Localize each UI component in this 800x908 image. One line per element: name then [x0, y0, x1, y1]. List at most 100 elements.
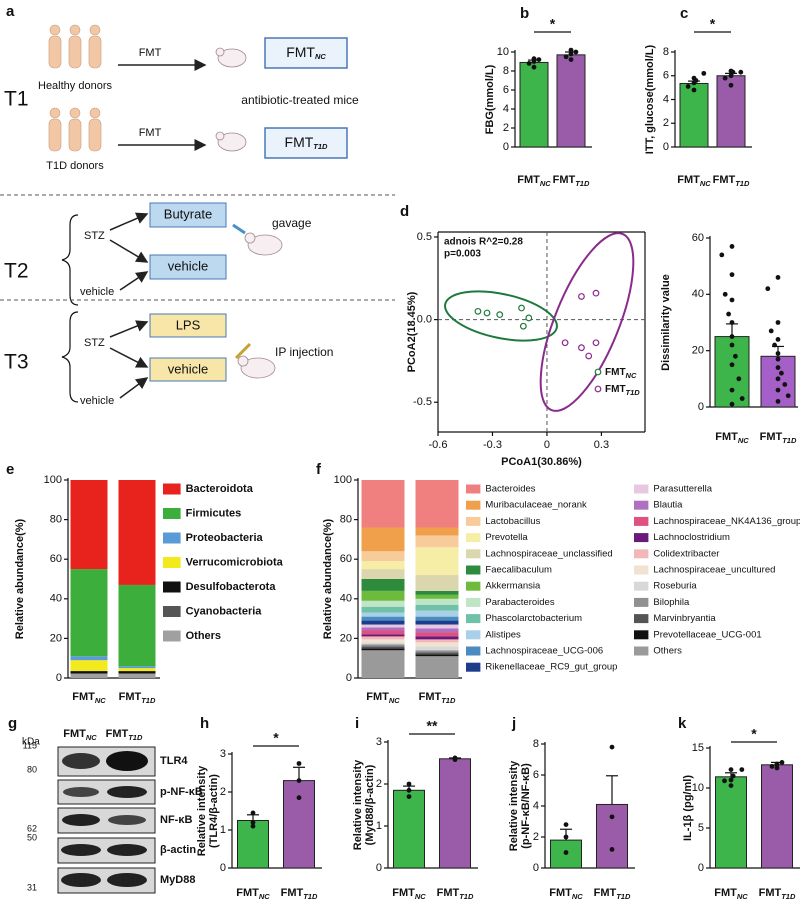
- y-tick-label: 2: [663, 117, 669, 129]
- legend-label: Phascolarctobacterium: [485, 613, 582, 624]
- row-label: T2: [4, 260, 29, 283]
- panel-letter: b: [520, 5, 529, 22]
- y-tick-label: 0: [346, 672, 352, 684]
- lane-label: FMTT1D: [106, 728, 143, 743]
- x-tick-label: 0: [544, 439, 550, 451]
- x-tick-label: FMTT1D: [594, 887, 631, 902]
- panel-letter: j: [511, 715, 516, 732]
- lane-name: FMT: [63, 728, 86, 740]
- input-label: vehicle: [80, 395, 114, 407]
- legend-label: Others: [186, 630, 221, 642]
- legend-swatch: [466, 662, 481, 672]
- y-tick-label: 8: [663, 46, 669, 58]
- data-point: [563, 54, 569, 60]
- legend-swatch: [466, 565, 481, 575]
- legend-label: Akkermansia: [485, 581, 541, 592]
- annotation: adnois R^2=0.28: [444, 237, 523, 248]
- arrow: [109, 320, 149, 338]
- legend-swatch: [466, 614, 481, 624]
- legend-label: Colidextribacter: [653, 548, 719, 559]
- marker-label: 115: [23, 740, 37, 750]
- bar-segment: [70, 660, 108, 672]
- legend-swatch: [466, 533, 481, 543]
- legend-sub: NC: [626, 371, 637, 380]
- bar-segment: [118, 584, 156, 667]
- bar-segment: [415, 652, 459, 655]
- y-tick-label: 60: [692, 232, 704, 244]
- data-point: [568, 57, 574, 62]
- protein-label: TLR4: [160, 755, 188, 767]
- significance-label: *: [273, 730, 279, 746]
- legend-label: Prevotella: [485, 532, 528, 543]
- data-point: [592, 339, 600, 347]
- x-tick-label: -0.3: [483, 439, 502, 451]
- legend-marker: [594, 368, 602, 376]
- data-point: [730, 773, 736, 779]
- category-name: FMT: [392, 887, 415, 899]
- protein-label: NF-κB: [160, 814, 192, 826]
- data-point: [785, 393, 791, 399]
- legend-swatch: [163, 483, 181, 495]
- bar-segment: [361, 527, 405, 552]
- group-name: FMT: [286, 44, 315, 60]
- data-point: [775, 356, 781, 362]
- y-axis-label: Dissimilarity value: [660, 274, 672, 371]
- y-tick-label: 40: [692, 288, 704, 300]
- donor-label: T1D donors: [46, 160, 104, 172]
- category-sub: NC: [259, 892, 270, 901]
- data-point: [739, 396, 745, 401]
- bar: [283, 780, 315, 869]
- category-name: FMT: [437, 887, 460, 899]
- category-sub: T1D: [735, 179, 750, 188]
- y-tick-label: 15: [692, 742, 704, 754]
- legend-swatch: [634, 581, 649, 591]
- y-axis-label: FBG(mmol/L): [484, 64, 496, 134]
- x-tick-label: FMTNC: [366, 691, 400, 706]
- panel-letter: i: [355, 715, 359, 732]
- category-sub: T1D: [303, 892, 318, 901]
- bar-segment: [361, 600, 405, 607]
- legend-swatch: [466, 630, 481, 640]
- y-tick-label: 3: [376, 736, 382, 748]
- arrow: [119, 377, 149, 399]
- y-tick-label: 0: [698, 401, 704, 413]
- y-tick-label: 0.5: [417, 231, 432, 243]
- y-axis-label: Relative abundance(%): [14, 518, 26, 639]
- y-tick-label: 0: [663, 141, 669, 153]
- legend-swatch: [634, 630, 649, 640]
- panel-letter: e: [6, 461, 14, 478]
- y-tick-label: 4: [663, 93, 669, 105]
- y-axis-label: (p-NF-κB/NF-κB): [520, 763, 532, 849]
- x-tick-label: FMTNC: [677, 174, 711, 189]
- treatment-label: LPS: [176, 317, 201, 332]
- protein-label: p-NF-κB: [160, 786, 203, 798]
- route-label: gavage: [272, 216, 312, 230]
- arrow: [119, 271, 149, 291]
- bar-segment: [361, 627, 405, 631]
- treatment-box: [149, 254, 227, 280]
- legend-label: Marvinbryantia: [653, 613, 716, 624]
- category-name: FMT: [713, 174, 736, 186]
- y-tick-label: 0: [56, 672, 62, 684]
- category-name: FMT: [759, 887, 782, 899]
- data-point: [768, 328, 774, 334]
- data-point: [782, 382, 788, 387]
- y-tick-label: 10: [692, 782, 704, 794]
- bar-segment: [415, 604, 459, 611]
- data-point: [775, 351, 781, 356]
- legend-swatch: [634, 565, 649, 575]
- x-tick-label: FMTT1D: [119, 691, 156, 706]
- legend-swatch: [634, 614, 649, 624]
- legend-label: Faecalibaculum: [485, 565, 552, 576]
- data-point: [563, 834, 569, 840]
- bar-segment: [70, 656, 108, 661]
- bar: [596, 803, 628, 869]
- data-point: [739, 767, 745, 772]
- significance-label: **: [427, 718, 438, 734]
- y-tick-label: 20: [50, 632, 62, 644]
- data-point: [568, 47, 574, 53]
- data-point: [729, 272, 735, 278]
- category-sub: NC: [415, 892, 426, 901]
- legend-swatch: [634, 484, 649, 494]
- arrow-label: FMT: [139, 127, 162, 139]
